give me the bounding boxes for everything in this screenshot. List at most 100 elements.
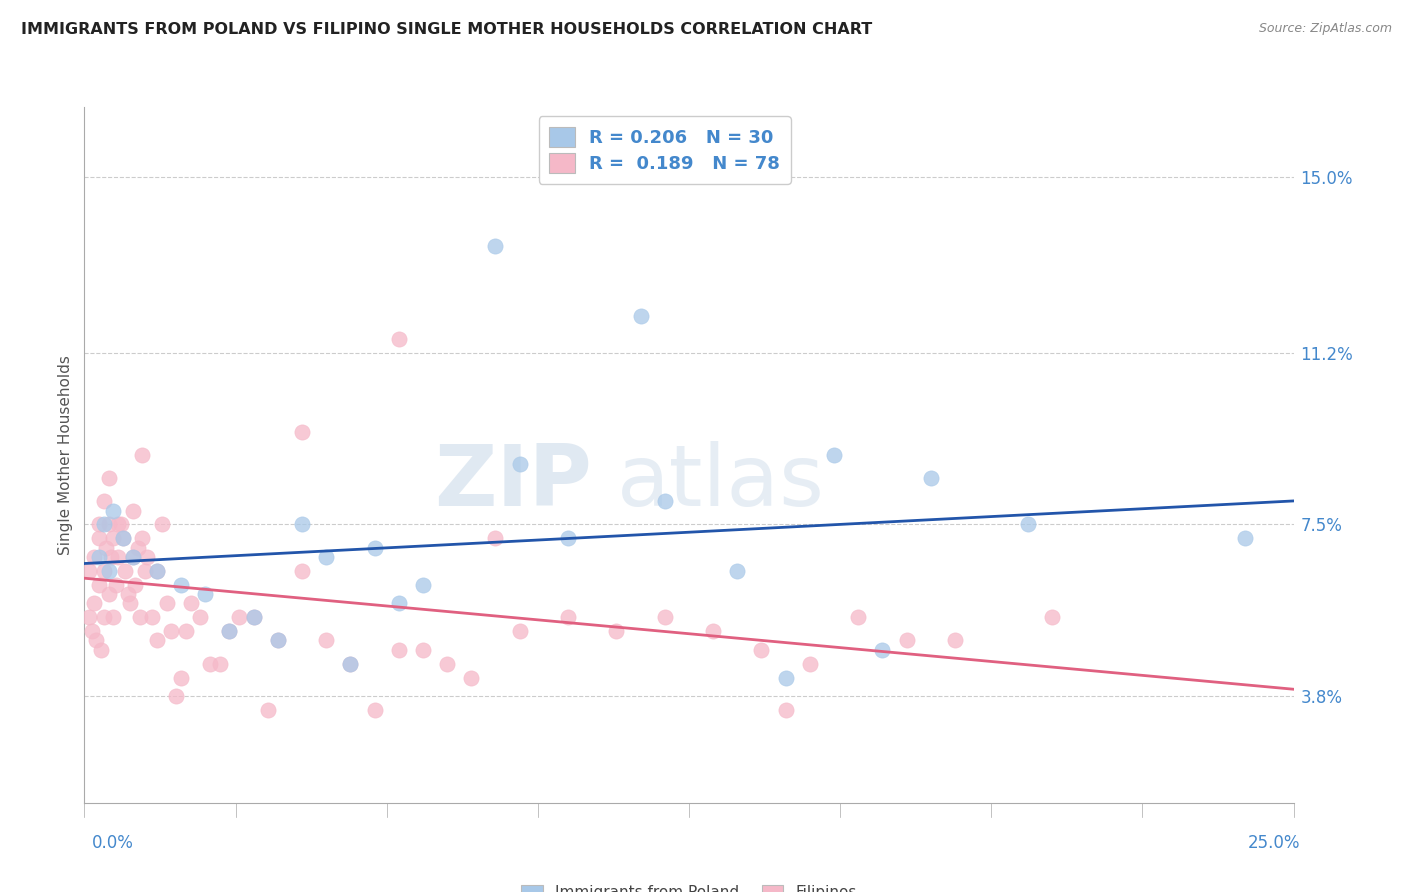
Text: 25.0%: 25.0% <box>1249 834 1301 852</box>
Point <box>654 610 676 624</box>
Y-axis label: Single Mother Households: Single Mother Households <box>58 355 73 555</box>
Point <box>87 532 110 546</box>
Point <box>103 610 125 624</box>
Point <box>114 564 136 578</box>
Point <box>112 532 135 546</box>
Point <box>77 564 100 578</box>
Point <box>751 642 773 657</box>
Point <box>107 517 129 532</box>
Point <box>242 610 264 624</box>
Point <box>218 624 240 639</box>
Point <box>103 532 125 546</box>
Point <box>83 596 105 610</box>
Point <box>920 471 942 485</box>
Point <box>799 657 821 671</box>
Point <box>363 703 385 717</box>
Point <box>388 332 411 346</box>
Point <box>896 633 918 648</box>
Point <box>257 703 280 717</box>
Point <box>228 610 250 624</box>
Point <box>87 517 110 532</box>
Point <box>557 610 579 624</box>
Point <box>509 624 531 639</box>
Point <box>127 541 149 555</box>
Point <box>97 471 120 485</box>
Point <box>107 549 129 564</box>
Point <box>823 448 845 462</box>
Point <box>112 532 135 546</box>
Point <box>104 578 127 592</box>
Point <box>291 564 314 578</box>
Point <box>388 642 411 657</box>
Text: ZIP: ZIP <box>434 442 592 524</box>
Point <box>134 564 156 578</box>
Point <box>86 633 108 648</box>
Point <box>146 564 169 578</box>
Point <box>120 596 142 610</box>
Point <box>97 587 120 601</box>
Point <box>100 549 122 564</box>
Point <box>267 633 290 648</box>
Point <box>1017 517 1039 532</box>
Legend: Immigrants from Poland, Filipinos: Immigrants from Poland, Filipinos <box>515 879 863 892</box>
Point <box>218 624 240 639</box>
Point <box>190 610 212 624</box>
Point <box>129 610 152 624</box>
Point <box>121 549 143 564</box>
Point <box>872 642 894 657</box>
Point <box>110 517 132 532</box>
Point <box>87 549 110 564</box>
Point <box>160 624 183 639</box>
Point <box>170 671 193 685</box>
Point <box>124 578 146 592</box>
Point <box>1234 532 1257 546</box>
Point <box>121 549 143 564</box>
Point <box>1040 610 1063 624</box>
Text: IMMIGRANTS FROM POLAND VS FILIPINO SINGLE MOTHER HOUSEHOLDS CORRELATION CHART: IMMIGRANTS FROM POLAND VS FILIPINO SINGL… <box>21 22 872 37</box>
Point <box>509 457 531 471</box>
Point <box>117 587 139 601</box>
Point <box>83 549 105 564</box>
Point <box>93 610 115 624</box>
Point <box>174 624 197 639</box>
Point <box>943 633 966 648</box>
Point <box>339 657 361 671</box>
Point <box>775 703 797 717</box>
Point <box>93 494 115 508</box>
Point <box>436 657 458 671</box>
Point <box>654 494 676 508</box>
Point <box>146 564 169 578</box>
Point <box>775 671 797 685</box>
Point <box>267 633 290 648</box>
Point <box>131 448 153 462</box>
Point <box>198 657 221 671</box>
Point <box>630 309 652 323</box>
Point <box>170 578 193 592</box>
Point <box>77 610 100 624</box>
Point <box>315 633 337 648</box>
Point <box>484 239 506 253</box>
Point <box>363 541 385 555</box>
Point <box>291 517 314 532</box>
Point <box>339 657 361 671</box>
Point <box>87 578 110 592</box>
Text: atlas: atlas <box>616 442 824 524</box>
Point <box>150 517 173 532</box>
Point <box>136 549 159 564</box>
Point <box>605 624 627 639</box>
Point <box>412 642 434 657</box>
Point <box>146 633 169 648</box>
Point <box>155 596 177 610</box>
Point <box>94 541 117 555</box>
Point <box>388 596 411 610</box>
Point <box>194 587 217 601</box>
Point <box>180 596 202 610</box>
Point <box>208 657 231 671</box>
Point <box>90 642 112 657</box>
Point <box>141 610 163 624</box>
Point <box>121 503 143 517</box>
Point <box>103 503 125 517</box>
Text: Source: ZipAtlas.com: Source: ZipAtlas.com <box>1258 22 1392 36</box>
Point <box>97 517 120 532</box>
Point <box>846 610 869 624</box>
